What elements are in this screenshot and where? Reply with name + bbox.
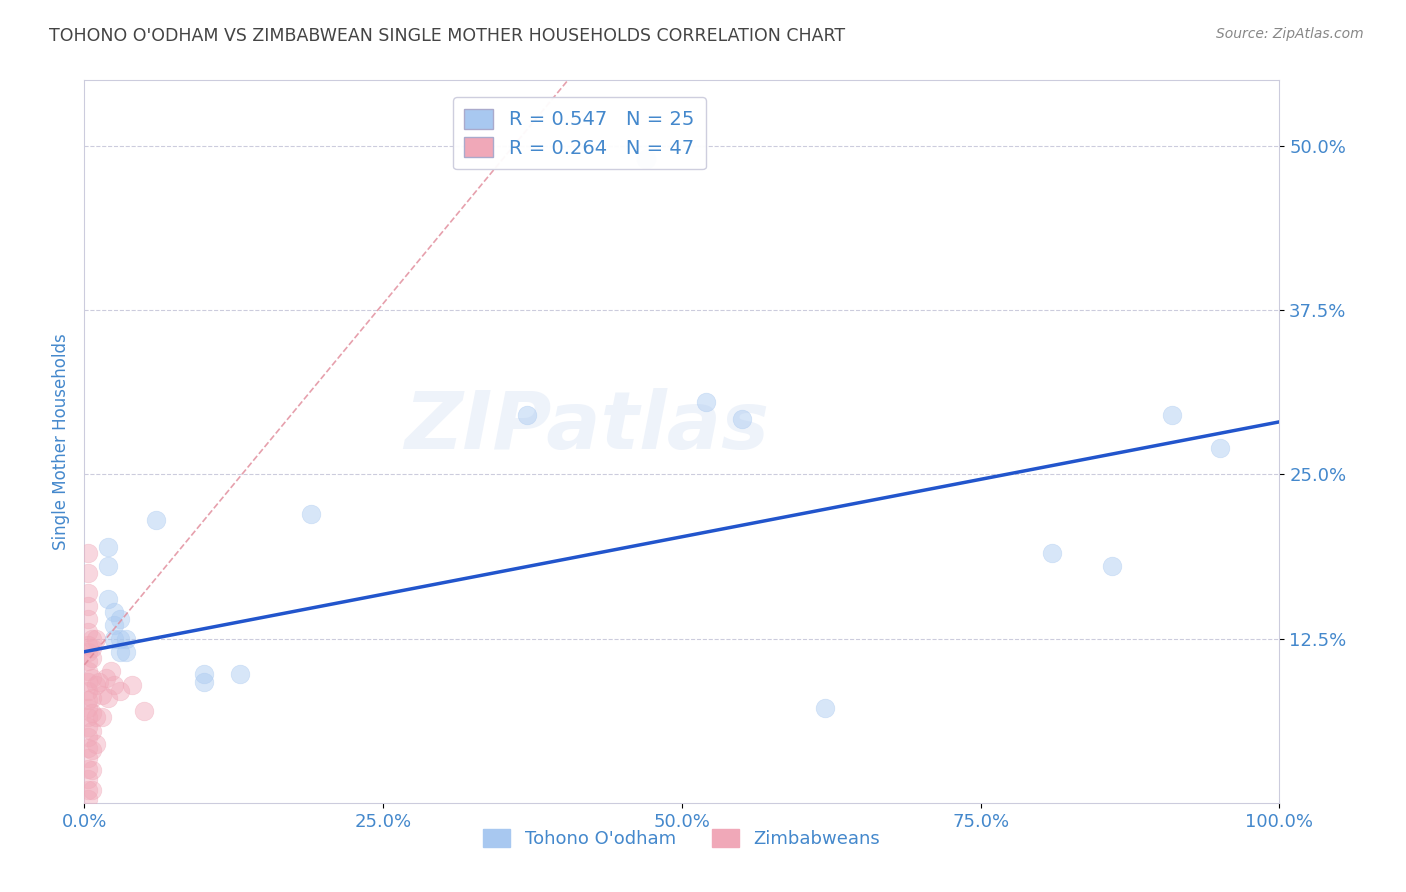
Point	[636, 152, 658, 166]
Point	[103, 632, 125, 646]
Point	[80, 723, 103, 738]
Point	[80, 671, 103, 685]
Point	[86, 632, 108, 646]
Point	[77, 665, 100, 679]
Point	[103, 677, 125, 691]
Point	[77, 693, 100, 707]
Point	[1042, 546, 1064, 560]
Point	[91, 710, 114, 724]
Point	[80, 632, 103, 646]
Legend: Tohono O'odham, Zimbabweans: Tohono O'odham, Zimbabweans	[477, 822, 887, 855]
Text: TOHONO O'ODHAM VS ZIMBABWEAN SINGLE MOTHER HOUSEHOLDS CORRELATION CHART: TOHONO O'ODHAM VS ZIMBABWEAN SINGLE MOTH…	[49, 27, 845, 45]
Point	[516, 409, 538, 423]
Point	[103, 605, 125, 619]
Point	[80, 640, 103, 655]
Point	[77, 772, 100, 786]
Point	[80, 743, 103, 757]
Point	[77, 585, 100, 599]
Point	[77, 566, 100, 580]
Point	[80, 782, 103, 797]
Point	[814, 701, 837, 715]
Point	[86, 710, 108, 724]
Point	[115, 632, 138, 646]
Point	[77, 782, 100, 797]
Text: Source: ZipAtlas.com: Source: ZipAtlas.com	[1216, 27, 1364, 41]
Point	[77, 546, 100, 560]
Point	[77, 762, 100, 776]
Point	[77, 599, 100, 613]
Point	[97, 690, 120, 705]
Point	[77, 638, 100, 652]
Text: ZIPatlas: ZIPatlas	[404, 388, 769, 467]
Point	[77, 645, 100, 659]
Point	[77, 612, 100, 626]
Point	[86, 737, 108, 751]
Point	[87, 675, 110, 690]
Y-axis label: Single Mother Households: Single Mother Households	[52, 334, 70, 549]
Point	[77, 740, 100, 755]
Point	[1101, 559, 1123, 574]
Point	[77, 684, 100, 698]
Point	[193, 675, 215, 690]
Point	[121, 677, 143, 691]
Point	[731, 412, 754, 426]
Point	[80, 706, 103, 721]
Point	[80, 690, 103, 705]
Point	[110, 632, 132, 646]
Point	[132, 704, 156, 718]
Point	[115, 645, 138, 659]
Point	[91, 688, 114, 702]
Point	[695, 395, 717, 409]
Point	[145, 513, 167, 527]
Point	[110, 684, 132, 698]
Point	[1209, 441, 1232, 455]
Point	[97, 540, 120, 554]
Point	[80, 763, 103, 777]
Point	[229, 667, 252, 681]
Point	[77, 792, 100, 806]
Point	[193, 667, 215, 681]
Point	[77, 654, 100, 668]
Point	[94, 671, 117, 685]
Point	[80, 651, 103, 665]
Point	[77, 710, 100, 724]
Point	[301, 507, 323, 521]
Point	[1161, 409, 1184, 423]
Point	[77, 730, 100, 744]
Point	[97, 592, 120, 607]
Point	[77, 701, 100, 715]
Point	[77, 625, 100, 640]
Point	[77, 720, 100, 734]
Point	[86, 677, 108, 691]
Point	[110, 612, 132, 626]
Point	[100, 665, 122, 679]
Point	[77, 751, 100, 765]
Point	[103, 618, 125, 632]
Point	[97, 559, 120, 574]
Point	[110, 645, 132, 659]
Point	[77, 675, 100, 690]
